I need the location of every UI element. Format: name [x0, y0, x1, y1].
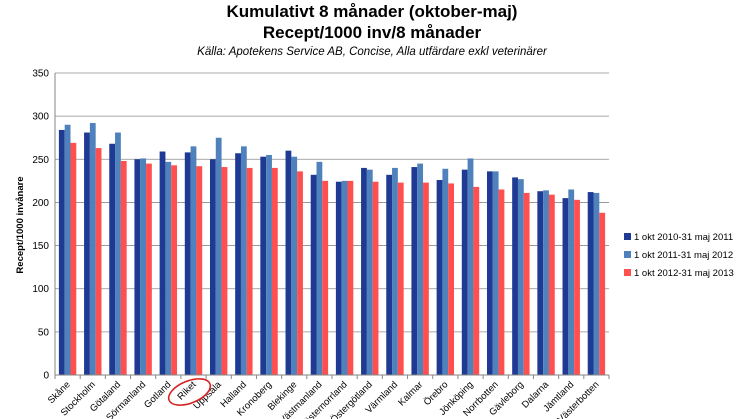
bar-series-2 — [442, 168, 449, 375]
bar-series-2 — [140, 158, 147, 375]
x-tick-label: Uppsala — [191, 379, 224, 412]
bar-series-1 — [411, 167, 418, 375]
legend-label: 1 okt 2010-31 maj 2011 — [634, 232, 733, 243]
bar-series-3 — [221, 167, 228, 375]
bar-series-1 — [109, 143, 116, 375]
y-tick-label: 0 — [43, 371, 49, 382]
bar-series-3 — [95, 148, 102, 375]
bar-series-2 — [467, 158, 474, 375]
bar-series-3 — [372, 181, 379, 375]
bar-series-2 — [165, 161, 172, 375]
bar-series-3 — [271, 167, 278, 375]
bar-series-3 — [473, 186, 480, 375]
legend-swatch — [624, 251, 631, 258]
bar-series-1 — [587, 192, 594, 375]
bar-series-1 — [260, 156, 267, 375]
bar-series-1 — [436, 179, 443, 375]
y-tick-label: 300 — [32, 112, 49, 123]
chart-title: Kumulativt 8 månader (oktober-maj) — [227, 2, 518, 21]
y-tick-label: 350 — [32, 69, 49, 80]
bar-series-2 — [64, 124, 71, 376]
y-tick-label: 150 — [32, 241, 49, 252]
bar-series-1 — [285, 150, 292, 375]
bar-series-2 — [115, 132, 121, 375]
bar-series-3 — [246, 167, 253, 375]
bar-series-2 — [215, 137, 222, 375]
bar-series-2 — [517, 179, 524, 375]
bar-series-1 — [562, 198, 569, 375]
bar-series-2 — [89, 123, 96, 375]
bar-series-1 — [512, 177, 518, 375]
bar-series-1 — [386, 174, 393, 375]
y-tick-label: 50 — [38, 327, 50, 338]
bar-series-3 — [322, 180, 329, 375]
bar-series-2 — [366, 169, 373, 375]
bar-series-3 — [120, 161, 127, 375]
bar-series-3 — [574, 199, 580, 375]
bar-series-3 — [599, 212, 606, 375]
bar-series-1 — [84, 132, 90, 375]
bar-series-3 — [423, 182, 429, 375]
bar-series-2 — [543, 190, 549, 375]
bar-series-3 — [297, 171, 303, 375]
bar-series-1 — [235, 153, 241, 375]
y-tick-label: 100 — [32, 284, 49, 295]
chart-title-line2: Recept/1000 inv/8 månader — [263, 23, 482, 42]
legend-swatch — [624, 269, 631, 276]
bar-series-2 — [240, 146, 247, 375]
bar-series-2 — [190, 146, 197, 375]
chart-subtitle: Källa: Apotekens Service AB, Concise, Al… — [197, 46, 548, 58]
bar-series-1 — [134, 159, 141, 375]
bar-series-1 — [361, 167, 367, 375]
bar-series-3 — [448, 183, 455, 375]
bar-series-1 — [335, 181, 342, 375]
bar-series-3 — [171, 165, 178, 375]
bar-series-1 — [159, 151, 166, 375]
y-tick-label: 200 — [32, 198, 49, 209]
bar-series-3 — [146, 163, 152, 375]
bar-series-3 — [523, 192, 530, 375]
bar-series-3 — [347, 180, 354, 375]
bar-series-3 — [196, 166, 203, 375]
bar-series-2 — [392, 167, 398, 375]
bar-series-1 — [58, 129, 65, 375]
bar-series-3 — [70, 142, 77, 375]
legend-label: 1 okt 2012-31 maj 2013 — [634, 268, 734, 279]
bar-series-3 — [548, 194, 555, 375]
bar-series-2 — [568, 189, 575, 375]
bar-series-1 — [537, 191, 544, 375]
y-tick-label: 250 — [32, 155, 49, 166]
bar-series-3 — [498, 189, 505, 375]
legend-swatch — [624, 233, 631, 240]
bar-series-2 — [316, 161, 323, 375]
bar-series-2 — [593, 192, 600, 375]
bar-series-2 — [291, 156, 298, 375]
legend-label: 1 okt 2011-31 maj 2012 — [634, 250, 733, 261]
bar-series-1 — [310, 174, 317, 375]
x-tick-label: Kalmar — [396, 379, 425, 408]
riket-highlight-circle — [167, 378, 212, 406]
bar-series-2 — [417, 163, 424, 375]
bar-series-3 — [397, 182, 404, 375]
bar-series-1 — [209, 159, 216, 375]
bar-series-1 — [461, 169, 468, 375]
y-axis-label: Recept/1000 invånare — [15, 176, 26, 273]
bar-series-2 — [492, 171, 499, 375]
bar-series-2 — [266, 154, 272, 375]
bar-series-1 — [184, 152, 191, 375]
bar-series-1 — [486, 171, 493, 375]
bar-series-2 — [341, 180, 348, 375]
